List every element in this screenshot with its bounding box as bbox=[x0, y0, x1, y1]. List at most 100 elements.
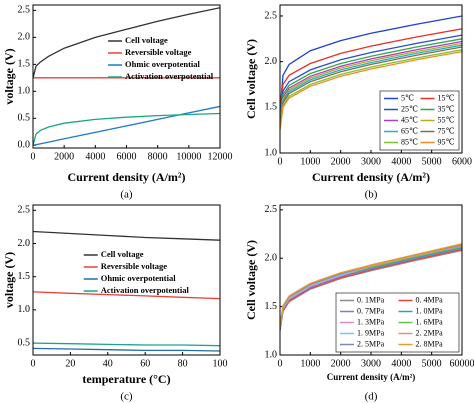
legend-label: 1. 6MPa bbox=[416, 317, 444, 326]
legend-label: 55℃ bbox=[438, 115, 455, 124]
y-tick-label: 2.0 bbox=[265, 56, 278, 67]
legend-label: 0. 4MPa bbox=[416, 295, 444, 304]
x-axis-label: Current density (A/m²) bbox=[327, 372, 416, 382]
legend-label: 45℃ bbox=[401, 115, 418, 124]
x-tick-label: 1000 bbox=[300, 358, 320, 369]
x-tick-label: 100 bbox=[213, 358, 228, 369]
legend-label: Cell voltage bbox=[101, 249, 144, 259]
y-tick-label: 0.5 bbox=[18, 113, 31, 124]
legend-label: 65℃ bbox=[401, 126, 418, 135]
x-tick-label: 6000 bbox=[117, 151, 137, 162]
legend-label: Ohmic overpotential bbox=[101, 273, 176, 283]
caption: (c) bbox=[120, 391, 133, 403]
series-line bbox=[33, 230, 220, 241]
legend-label: 95℃ bbox=[438, 137, 455, 146]
y-tick-label: 0.5 bbox=[18, 337, 31, 348]
y-axis-label: voltage (V) bbox=[2, 48, 16, 104]
y-tick-label: 2.0 bbox=[265, 253, 278, 264]
series-line bbox=[280, 49, 462, 129]
x-tick-label: 40 bbox=[103, 358, 113, 369]
series-line bbox=[33, 7, 220, 78]
x-tick-label: 0 bbox=[31, 151, 36, 162]
series-line bbox=[33, 342, 220, 347]
legend-label: 2. 5MPa bbox=[357, 339, 385, 348]
y-tick-label: 1.0 bbox=[265, 147, 278, 158]
y-axis-label: Cell voltage (V) bbox=[244, 240, 258, 320]
plot-frame bbox=[32, 204, 221, 356]
legend-label: 85℃ bbox=[401, 137, 418, 146]
y-tick-label: 2.0 bbox=[18, 32, 31, 43]
x-tick-label: 0 bbox=[31, 358, 36, 369]
series-line bbox=[280, 243, 462, 327]
legend-label: 0. 7MPa bbox=[357, 306, 385, 315]
legend-label: Activation overpotential bbox=[125, 71, 214, 81]
legend-label: 1. 9MPa bbox=[357, 328, 385, 337]
series-line bbox=[33, 347, 220, 352]
x-tick-label: 2000 bbox=[331, 358, 351, 369]
series-line bbox=[33, 291, 220, 300]
caption: (a) bbox=[120, 189, 133, 201]
legend-label: 15℃ bbox=[438, 93, 455, 102]
series-line bbox=[33, 105, 220, 146]
legend-label: 2. 8MPa bbox=[416, 339, 444, 348]
y-tick-label: 1.5 bbox=[18, 59, 31, 70]
x-tick-label: 0 bbox=[278, 358, 283, 369]
x-tick-label: 4000 bbox=[85, 151, 105, 162]
y-axis-label: Cell voltage (V) bbox=[244, 39, 258, 119]
x-tick-label: 4000 bbox=[391, 358, 411, 369]
y-tick-label: 1.5 bbox=[265, 102, 278, 113]
legend-label: 75℃ bbox=[438, 126, 455, 135]
series-line bbox=[280, 28, 462, 108]
legend-label: Ohmic overpotential bbox=[125, 59, 200, 69]
x-tick-label: 10000 bbox=[176, 151, 201, 162]
x-axis-label: temperature (°C) bbox=[82, 372, 170, 386]
x-axis-label: Current density (A/m²) bbox=[67, 170, 185, 184]
series-line bbox=[280, 34, 462, 114]
y-tick-label: 0.0 bbox=[18, 140, 31, 151]
x-tick-label: 4000 bbox=[391, 156, 411, 167]
caption: (b) bbox=[365, 189, 378, 201]
legend-label: Reversible voltage bbox=[101, 261, 168, 271]
series-line bbox=[280, 15, 462, 112]
x-tick-label: 5000 bbox=[422, 156, 442, 167]
y-tick-label: 1.0 bbox=[18, 86, 31, 97]
legend-label: Reversible voltage bbox=[125, 47, 192, 57]
x-axis-label: Current density (A/m²) bbox=[312, 170, 430, 184]
y-axis-label: voltage (V) bbox=[2, 252, 16, 308]
legend-frame bbox=[335, 292, 460, 353]
series-line bbox=[280, 46, 462, 126]
x-tick-label: 3000 bbox=[361, 358, 381, 369]
x-tick-label: 60 bbox=[140, 358, 150, 369]
series-line bbox=[280, 38, 462, 118]
legend-label: 2. 2MPa bbox=[416, 328, 444, 337]
caption: (d) bbox=[365, 391, 378, 403]
legend-label: Activation overpotential bbox=[101, 285, 190, 295]
legend-label: 1. 0MPa bbox=[416, 306, 444, 315]
legend-label: 35℃ bbox=[438, 104, 455, 113]
x-tick-label: 80 bbox=[178, 358, 188, 369]
x-tick-label: 2000 bbox=[331, 156, 351, 167]
y-tick-label: 2.5 bbox=[265, 204, 278, 215]
x-tick-label: 6000 bbox=[452, 156, 472, 167]
plot-frame bbox=[279, 4, 463, 154]
legend-label: 0. 1MPa bbox=[357, 295, 385, 304]
x-tick-label: 60000 bbox=[450, 358, 474, 369]
legend-label: 1. 3MPa bbox=[357, 317, 385, 326]
x-tick-label: 20 bbox=[65, 358, 75, 369]
legend-label: 5℃ bbox=[401, 93, 414, 102]
plot-frame bbox=[279, 204, 463, 356]
legend-label: 25℃ bbox=[401, 104, 418, 113]
legend-label: Cell voltage bbox=[125, 35, 168, 45]
series-line bbox=[280, 44, 462, 124]
y-tick-label: 1.5 bbox=[18, 271, 31, 282]
series-line bbox=[280, 50, 462, 131]
y-tick-label: 2.5 bbox=[18, 5, 31, 16]
x-tick-label: 2000 bbox=[54, 151, 74, 162]
y-tick-label: 1.0 bbox=[18, 304, 31, 315]
x-tick-label: 12000 bbox=[208, 151, 233, 162]
plot-frame bbox=[32, 4, 221, 149]
y-tick-label: 2.0 bbox=[18, 238, 31, 249]
x-tick-label: 0 bbox=[278, 156, 283, 167]
x-tick-label: 8000 bbox=[148, 151, 168, 162]
